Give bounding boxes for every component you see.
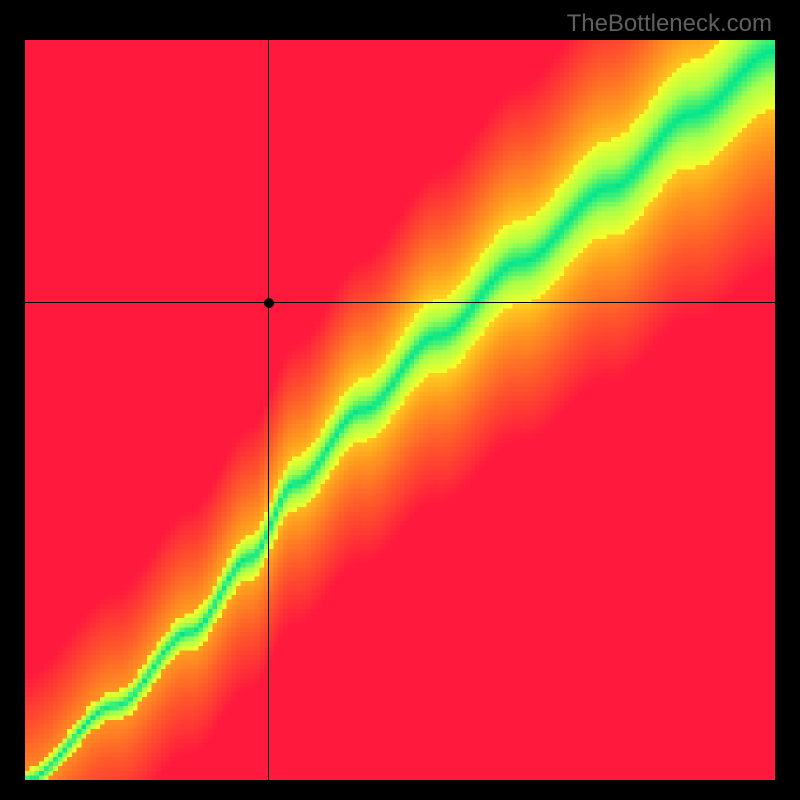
crosshair-vertical: [268, 40, 269, 780]
crosshair-horizontal: [25, 302, 775, 303]
bottleneck-heatmap: [25, 40, 775, 780]
watermark-text: TheBottleneck.com: [567, 10, 772, 38]
crosshair-marker: [264, 298, 274, 308]
